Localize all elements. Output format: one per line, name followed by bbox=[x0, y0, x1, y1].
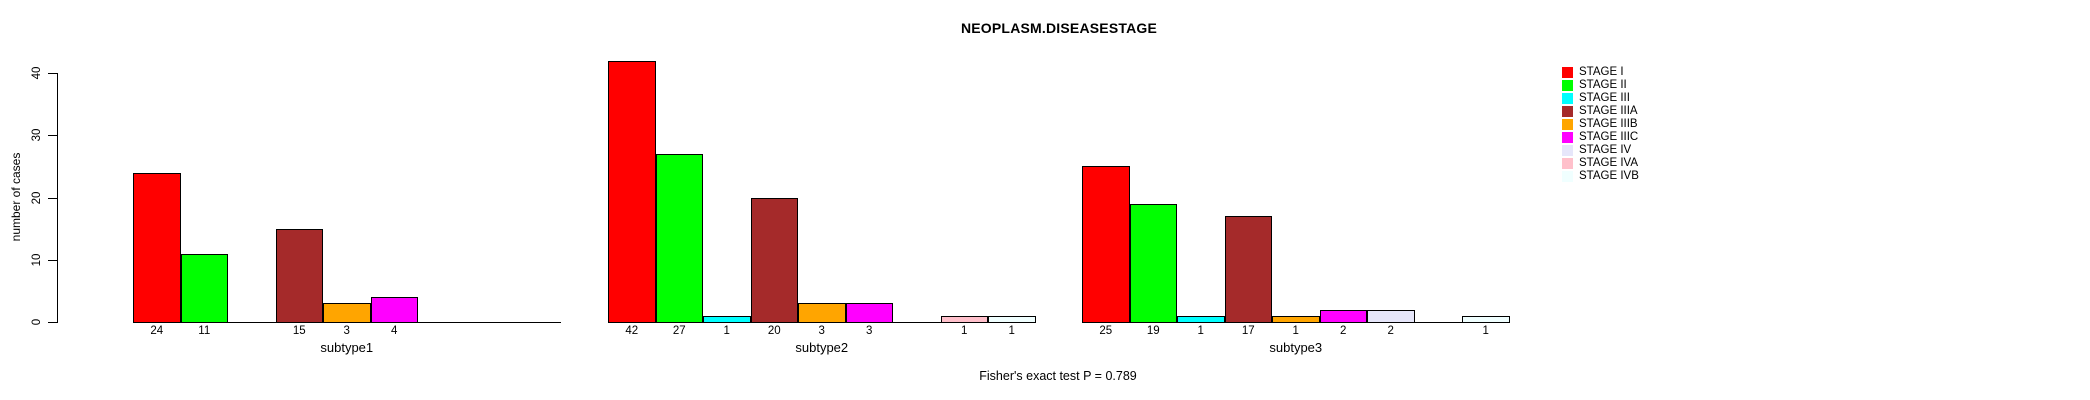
bar-value-label: 4 bbox=[391, 325, 398, 337]
bar bbox=[1177, 315, 1225, 323]
bar-value-label: 2 bbox=[1340, 325, 1347, 337]
bar bbox=[1224, 216, 1272, 323]
bar bbox=[703, 315, 751, 323]
bar bbox=[1319, 309, 1367, 323]
legend-item: STAGE IIIC bbox=[1562, 131, 1638, 144]
bar-value-label: 27 bbox=[672, 325, 686, 337]
y-axis-tick bbox=[48, 259, 57, 261]
bar bbox=[1129, 203, 1177, 323]
chart-title: NEOPLASM.DISEASESTAGE bbox=[960, 20, 1158, 36]
bar-value-label: 19 bbox=[1146, 325, 1160, 337]
bar-value-label: 42 bbox=[625, 325, 639, 337]
bar-value-label: 3 bbox=[818, 325, 825, 337]
legend-label: STAGE IVA bbox=[1579, 157, 1639, 169]
bar bbox=[323, 303, 371, 323]
legend-swatch bbox=[1562, 93, 1573, 104]
y-axis-tick bbox=[48, 197, 57, 199]
legend-item: STAGE IVA bbox=[1562, 157, 1638, 170]
bar bbox=[845, 303, 893, 323]
legend-item: STAGE IVB bbox=[1562, 170, 1639, 183]
bar-value-label: 25 bbox=[1099, 325, 1113, 337]
bar bbox=[275, 228, 323, 323]
legend-label: STAGE IIIA bbox=[1579, 105, 1638, 117]
legend-swatch bbox=[1562, 67, 1573, 78]
legend-label: STAGE IVB bbox=[1579, 170, 1639, 182]
bar-value-label: 24 bbox=[150, 325, 164, 337]
bar bbox=[1462, 315, 1510, 323]
legend-item: STAGE II bbox=[1562, 79, 1627, 92]
legend-swatch bbox=[1562, 106, 1573, 117]
bar bbox=[1272, 315, 1320, 323]
legend-swatch bbox=[1562, 171, 1573, 182]
bar bbox=[1082, 166, 1130, 323]
bar bbox=[988, 315, 1036, 323]
bar bbox=[133, 172, 181, 323]
bar-value-label: 2 bbox=[1387, 325, 1394, 337]
legend-item: STAGE IIIB bbox=[1562, 118, 1638, 131]
category-label: subtype1 bbox=[320, 340, 374, 355]
legend-swatch bbox=[1562, 80, 1573, 91]
bar-value-label: 3 bbox=[866, 325, 873, 337]
bar bbox=[608, 60, 656, 323]
legend-swatch bbox=[1562, 119, 1573, 130]
bar bbox=[940, 315, 988, 323]
y-axis-tick bbox=[48, 322, 57, 323]
bar bbox=[655, 153, 703, 323]
y-axis-line bbox=[57, 73, 58, 323]
bar-value-label: 3 bbox=[343, 325, 350, 337]
bar bbox=[798, 303, 846, 323]
annotation-fisher-test: Fisher's exact test P = 0.789 bbox=[979, 369, 1137, 383]
bar bbox=[370, 297, 418, 323]
category-label: subtype2 bbox=[795, 340, 849, 355]
category-label: subtype3 bbox=[1269, 340, 1323, 355]
legend-label: STAGE III bbox=[1579, 92, 1630, 104]
bar bbox=[180, 253, 228, 323]
legend-swatch bbox=[1562, 132, 1573, 143]
bar-value-label: 11 bbox=[198, 325, 211, 337]
legend-item: STAGE III bbox=[1562, 92, 1630, 105]
bar bbox=[1367, 309, 1415, 323]
legend-item: STAGE I bbox=[1562, 66, 1624, 79]
bar-value-label: 15 bbox=[292, 325, 306, 337]
legend-swatch bbox=[1562, 145, 1573, 156]
bar bbox=[750, 197, 798, 323]
legend-label: STAGE II bbox=[1579, 79, 1627, 91]
y-axis-tick bbox=[48, 73, 57, 74]
legend-label: STAGE IIIB bbox=[1579, 118, 1638, 130]
bar-value-label: 20 bbox=[767, 325, 781, 337]
bar-value-label: 1 bbox=[961, 325, 968, 337]
bar-value-label: 1 bbox=[723, 325, 730, 337]
legend-item: STAGE IIIA bbox=[1562, 105, 1638, 118]
bar-value-label: 17 bbox=[1241, 325, 1255, 337]
legend-item: STAGE IV bbox=[1562, 144, 1631, 157]
bar-value-label: 1 bbox=[1197, 325, 1204, 337]
legend-label: STAGE I bbox=[1579, 66, 1624, 78]
legend-swatch bbox=[1562, 158, 1573, 169]
bar-value-label: 1 bbox=[1008, 325, 1015, 337]
bar-value-label: 1 bbox=[1482, 325, 1489, 337]
legend-label: STAGE IIIC bbox=[1579, 131, 1639, 143]
legend-label: STAGE IV bbox=[1579, 144, 1632, 156]
bar-value-label: 1 bbox=[1292, 325, 1299, 337]
y-axis-tick bbox=[48, 135, 57, 137]
